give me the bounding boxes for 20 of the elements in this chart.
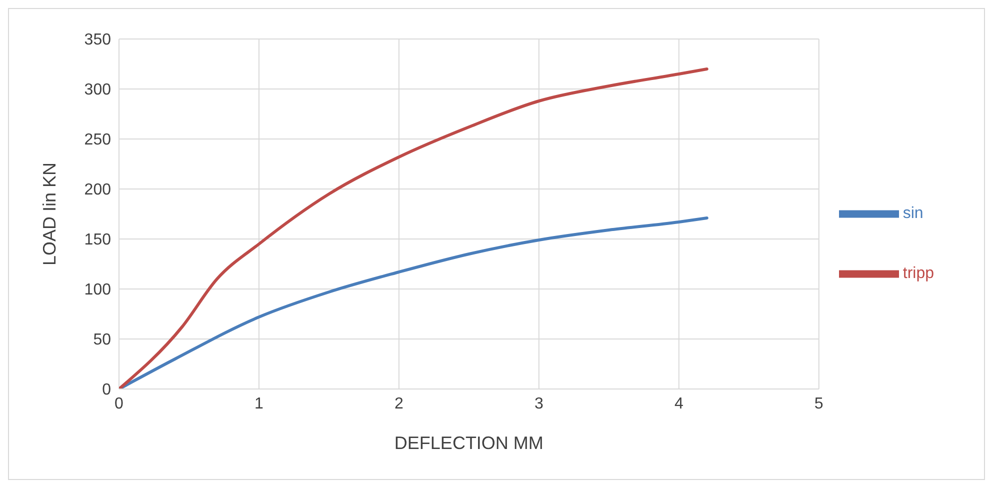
x-tick-label: 4 xyxy=(674,395,684,412)
x-tick-label: 5 xyxy=(814,395,824,412)
y-tick-label: 50 xyxy=(93,332,112,349)
legend-label: sin xyxy=(902,205,924,222)
y-tick-label: 150 xyxy=(84,232,112,249)
y-tick-label: 250 xyxy=(84,132,112,149)
y-tick-label: 350 xyxy=(84,32,112,49)
y-tick-label: 300 xyxy=(84,82,112,99)
x-axis-title: DEFLECTION MM xyxy=(394,433,544,453)
line-series xyxy=(119,216,708,389)
legend-label: tripp xyxy=(902,265,934,282)
y-tick-label: 0 xyxy=(102,382,112,399)
y-tick-label: 100 xyxy=(84,282,112,299)
line-series xyxy=(119,68,708,389)
x-tick-label: 1 xyxy=(254,395,264,412)
y-tick-label: 200 xyxy=(84,182,112,199)
x-tick-label: 0 xyxy=(114,395,124,412)
x-tick-label: 3 xyxy=(534,395,544,412)
x-tick-label: 2 xyxy=(394,395,404,412)
y-axis-title: LOAD Iin KN xyxy=(39,162,60,266)
